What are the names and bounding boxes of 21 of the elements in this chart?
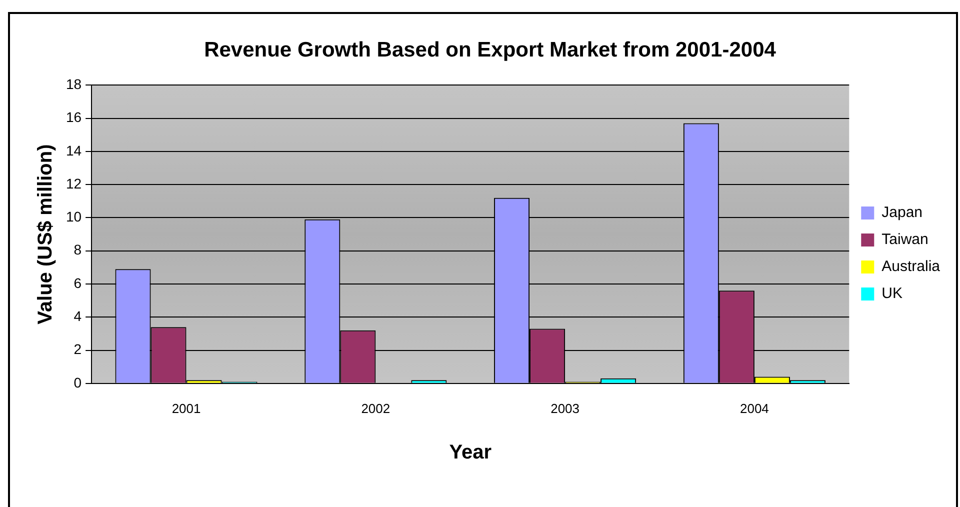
- y-tick-label: 2: [74, 341, 82, 358]
- legend-label: Japan: [882, 204, 923, 222]
- y-tick-label: 16: [66, 109, 82, 126]
- legend-label: Australia: [882, 258, 941, 276]
- legend-label: UK: [882, 285, 902, 302]
- y-tick-label: 10: [66, 208, 82, 225]
- y-tick-label: 8: [74, 242, 82, 258]
- y-tick-label: 18: [66, 76, 82, 92]
- x-tick-label: 2003: [550, 400, 580, 416]
- y-tick-label: 0: [74, 374, 82, 390]
- legend-label: Taiwan: [882, 231, 928, 248]
- x-axis-title: Year: [449, 442, 492, 464]
- x-tick-label: 2004: [740, 400, 769, 416]
- y-tick-label: 12: [66, 175, 82, 192]
- chart-title: Revenue Growth Based on Export Market from 2001-2004: [204, 38, 776, 62]
- y-tick-label: 6: [74, 274, 82, 291]
- y-axis-title: Value (US$ million): [34, 144, 57, 324]
- x-tick-label: 2001: [172, 400, 201, 416]
- y-tick-label: 14: [66, 142, 82, 158]
- x-tick-label: 2002: [361, 400, 390, 416]
- y-tick-label: 4: [74, 308, 82, 324]
